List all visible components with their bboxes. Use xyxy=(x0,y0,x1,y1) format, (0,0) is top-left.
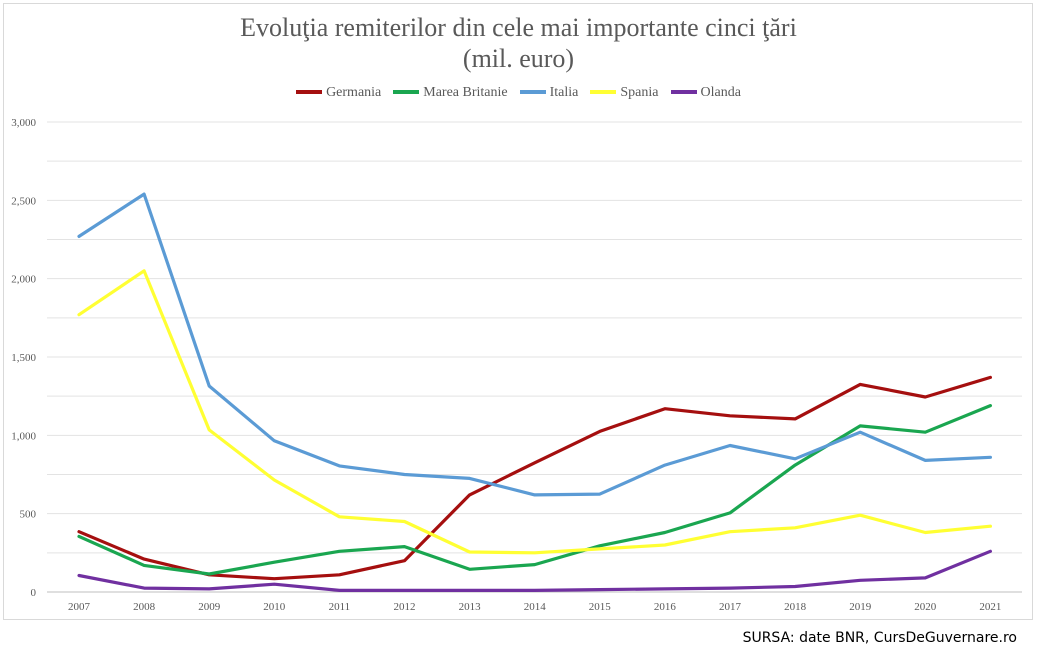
x-tick-label: 2013 xyxy=(459,601,482,613)
legend-swatch xyxy=(393,89,420,94)
x-tick-label: 2011 xyxy=(329,601,351,613)
legend-swatch xyxy=(670,89,697,94)
legend-label: Olanda xyxy=(700,85,741,100)
series-line-spania xyxy=(77,269,993,555)
legend-label: Italia xyxy=(549,85,579,100)
legend-swatch xyxy=(296,89,323,94)
chart-title-line-1: Evoluţia remiterilor din cele mai import… xyxy=(240,13,797,42)
x-tick-label: 2009 xyxy=(198,601,221,613)
series-layer xyxy=(77,192,993,593)
x-tick-label: 2019 xyxy=(849,601,872,613)
x-tick-label: 2014 xyxy=(524,601,547,613)
x-tick-label: 2008 xyxy=(133,601,156,613)
x-tick-label: 2012 xyxy=(394,601,416,613)
x-tick-label: 2017 xyxy=(719,601,742,613)
y-tick-label: 1,500 xyxy=(11,352,36,364)
x-tick-label: 2015 xyxy=(589,601,612,613)
legend-item-marea-britanie: Marea Britanie xyxy=(393,85,508,101)
x-tick-label: 2016 xyxy=(654,601,677,613)
legend-swatch xyxy=(519,89,546,94)
grid-layer xyxy=(47,121,1022,593)
x-tick-label: 2020 xyxy=(914,601,937,613)
legend-item-olanda: Olanda xyxy=(670,85,741,101)
y-tick-label: 500 xyxy=(20,509,37,521)
axis-label-layer: 0 500 1,000 1,500 2,000 2,500 3,000 2007 2008 200… xyxy=(11,117,1001,613)
legend-item-spania: Spania xyxy=(590,85,659,101)
series-line-italia xyxy=(77,192,993,497)
legend-label: Germania xyxy=(326,85,382,100)
y-tick-label: 3,000 xyxy=(11,117,36,129)
x-tick-label: 2018 xyxy=(784,601,807,613)
series-line-germania xyxy=(77,375,993,581)
source-note: SURSA: date BNR, CursDeGuvernare.ro xyxy=(742,630,1017,646)
x-tick-label: 2021 xyxy=(979,601,1001,613)
legend-label: Marea Britanie xyxy=(423,85,508,100)
series-line-olanda xyxy=(77,549,993,593)
legend-label: Spania xyxy=(620,85,659,100)
chart-legend: Germania Marea Britanie Italia Spania Olanda xyxy=(0,85,1037,101)
y-tick-label: 1,000 xyxy=(11,430,36,442)
x-tick-label: 2010 xyxy=(263,601,286,613)
series-line-marea-britanie xyxy=(77,404,993,576)
chart-frame xyxy=(3,3,1033,620)
y-tick-label: 2,500 xyxy=(11,195,36,207)
chart-title-line-2: (mil. euro) xyxy=(462,44,575,73)
legend-item-italia: Italia xyxy=(519,85,579,101)
y-tick-label: 2,000 xyxy=(11,274,36,286)
legend-item-germania: Germania xyxy=(296,85,381,101)
y-tick-label: 0 xyxy=(31,587,37,599)
chart-title: Evoluţia remiterilor din cele mai import… xyxy=(0,12,1037,74)
x-tick-label: 2007 xyxy=(68,601,91,613)
legend-swatch xyxy=(590,89,617,94)
